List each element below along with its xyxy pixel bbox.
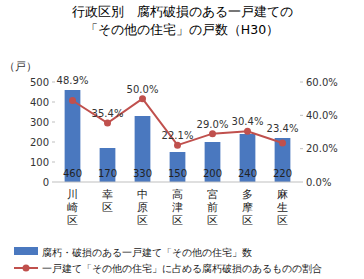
line	[73, 99, 283, 146]
line-label: 30.4%	[232, 116, 264, 127]
line-label: 48.9%	[57, 75, 89, 86]
bar-label: 170	[98, 168, 117, 179]
y2-tick-label: 40.0%	[306, 110, 338, 121]
title: 行政区別 腐朽破損のある一戸建ての	[72, 4, 293, 19]
y2-tick-label: 20.0%	[306, 143, 338, 154]
y-axis-label: （戸）	[4, 60, 37, 72]
y2-tick-label: 0.0%	[306, 177, 331, 188]
subtitle: 「その他の住宅」の戸数（H30）	[85, 22, 279, 37]
bar-label: 460	[63, 168, 82, 179]
bar-label: 200	[203, 168, 222, 179]
y-tick-label: 100	[30, 157, 49, 168]
y-tick	[52, 182, 55, 183]
y2-tick	[300, 182, 303, 183]
y-tick-label: 300	[30, 117, 49, 128]
y-tick	[52, 102, 55, 103]
bar-label: 150	[168, 168, 187, 179]
x-tick-label: 麻生区	[277, 188, 288, 227]
y-tick	[52, 82, 55, 83]
x-tick-label: 中原区	[137, 188, 148, 227]
y2-tick	[300, 82, 303, 83]
y-tick	[52, 122, 55, 123]
legend-label: 一戸建て「その他の住宅」に占める腐朽破損のあるものの割合	[42, 263, 322, 274]
x-tick-label: 多摩区	[242, 188, 253, 227]
marker	[139, 95, 146, 102]
legend-label: 腐朽・破損のある一戸建て「その他の住宅」数	[42, 247, 252, 258]
plot	[65, 90, 291, 182]
x-tick-label: 宮前区	[207, 188, 218, 227]
legend-swatch	[14, 247, 38, 255]
x-tick-label: 高津区	[172, 188, 183, 227]
marker	[244, 128, 251, 135]
y2-tick	[300, 115, 303, 116]
y-tick	[52, 142, 55, 143]
marker	[209, 130, 216, 137]
x-tick-label: 川崎区	[67, 188, 78, 227]
marker	[104, 120, 111, 127]
y-tick-label: 400	[30, 97, 49, 108]
y-tick-label: 500	[30, 77, 49, 88]
bar-label: 240	[238, 168, 257, 179]
x-tick-label: 幸区	[102, 188, 113, 214]
y-tick-label: 0	[43, 177, 49, 188]
line-label: 29.0%	[197, 119, 229, 130]
line-label: 23.4%	[267, 123, 299, 134]
y2-tick-label: 60.0%	[306, 77, 338, 88]
y2-tick	[300, 148, 303, 149]
marker	[174, 142, 181, 149]
y-tick-label: 200	[30, 137, 49, 148]
bar-label: 220	[273, 168, 292, 179]
line-label: 50.0%	[127, 84, 159, 95]
line-label: 22.1%	[162, 130, 194, 141]
x-axis-line	[55, 182, 300, 183]
line-label: 35.4%	[92, 108, 124, 119]
chart: 行政区別 腐朽破損のある一戸建ての「その他の住宅」の戸数（H30） （戸） 0 100…	[0, 0, 364, 279]
marker	[279, 140, 286, 147]
bar-label: 330	[133, 168, 152, 179]
marker	[69, 97, 76, 104]
legend-marker	[23, 265, 30, 272]
y-tick	[52, 162, 55, 163]
